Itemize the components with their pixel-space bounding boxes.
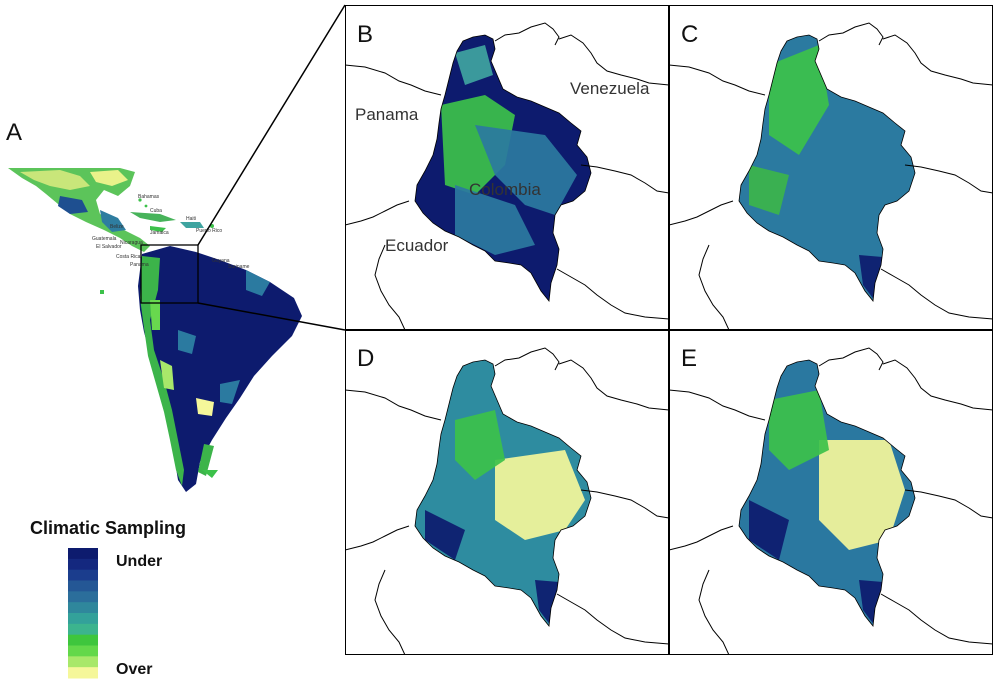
overview-label: Panama	[130, 262, 149, 268]
legend-color-step	[68, 656, 98, 668]
legend-over-label: Over	[116, 661, 152, 678]
overview-label: Guyana	[212, 258, 230, 264]
legend-title: Climatic Sampling	[30, 518, 186, 538]
overview-label: Puerto Rico	[196, 228, 222, 234]
legend-under-label: Under	[116, 553, 162, 570]
overview-label: Guatemala	[92, 236, 117, 242]
panel-e	[669, 330, 993, 655]
legend-color-step	[68, 602, 98, 614]
overview-label: Jamaica	[150, 230, 169, 236]
coastline	[345, 22, 669, 96]
legend-color-step	[68, 613, 98, 625]
coastline	[669, 22, 993, 96]
south-america-region	[138, 246, 302, 492]
overview-label: Belize	[110, 224, 124, 230]
overview-label: El Salvador	[96, 244, 122, 250]
overview-label: Haiti	[186, 216, 196, 222]
panel-grid	[345, 5, 994, 655]
legend-color-step	[68, 569, 98, 581]
legend-color-step	[68, 645, 98, 657]
legend-color-step	[68, 634, 98, 646]
legend-color-step	[68, 623, 98, 636]
panel-a-letter: A	[6, 119, 22, 146]
coastline	[345, 347, 669, 421]
overview-label: Nicaragua	[120, 240, 143, 246]
coastline	[669, 164, 993, 330]
panel-b	[345, 5, 669, 330]
coastline	[669, 347, 993, 421]
overview-label: Suriname	[228, 264, 250, 270]
coastline	[345, 489, 669, 655]
legend-color-step	[68, 580, 98, 592]
overview-label: Cuba	[150, 208, 162, 214]
zoom-connector	[197, 302, 346, 331]
panel-d	[345, 330, 669, 655]
legend-color-step	[68, 667, 98, 679]
legend-color-step	[68, 591, 98, 603]
overview-label: Bahamas	[138, 194, 160, 200]
coastline	[345, 164, 669, 330]
zoom-connector	[197, 4, 346, 246]
legend-colorbar	[68, 548, 98, 679]
legend-color-step	[68, 558, 98, 571]
legend-color-step	[68, 548, 98, 560]
overview-label: Costa Rica	[116, 254, 141, 260]
coastline	[669, 489, 993, 655]
zoom-box	[140, 244, 199, 304]
panel-c	[669, 5, 993, 330]
